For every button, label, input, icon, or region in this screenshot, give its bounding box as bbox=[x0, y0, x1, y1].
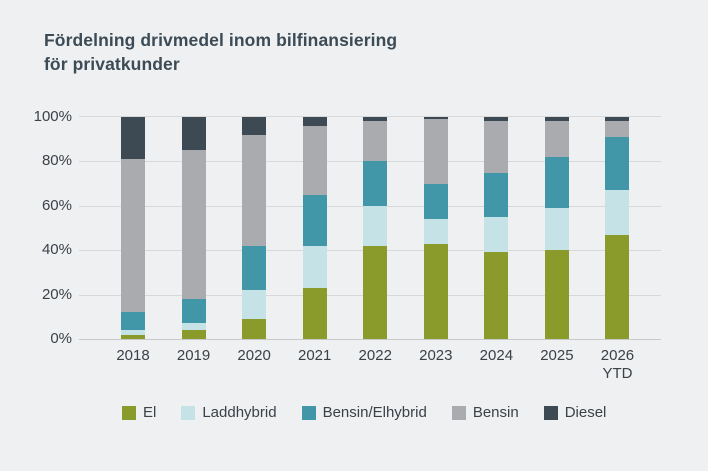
chart-title-line1: Fördelning drivmedel inom bilfinansierin… bbox=[44, 30, 398, 50]
y-tick-label-0: 0% bbox=[50, 330, 72, 347]
legend-swatch-icon bbox=[543, 405, 558, 420]
bar-segment-diesel bbox=[544, 117, 569, 122]
legend-swatch-icon bbox=[181, 405, 196, 420]
legend-label: Bensin bbox=[472, 404, 519, 421]
bar-segment-diesel bbox=[484, 117, 509, 122]
legend-swatch-icon bbox=[301, 405, 316, 420]
bar-segment-bensin bbox=[242, 134, 267, 246]
legend-swatch-icon bbox=[451, 405, 466, 420]
bar-segment-el bbox=[423, 243, 448, 339]
x-axis: 2018 2019 2020 2021 2022 2023 2024 2025 2026 YTD bbox=[79, 347, 661, 387]
bar-segment-diesel bbox=[605, 117, 630, 122]
legend: El Laddhybrid Bensin/Elhybrid Bensin Diesel bbox=[122, 404, 606, 421]
bar-segment-laddhybrid bbox=[181, 323, 206, 331]
bar-2018 bbox=[121, 117, 145, 339]
bar-2020 bbox=[242, 117, 267, 339]
bar-segment-el bbox=[181, 330, 206, 339]
bar-segment-bensin-elhybrid bbox=[605, 137, 630, 191]
bar-segment-el bbox=[302, 287, 327, 339]
bar-2021 bbox=[302, 117, 327, 339]
bar-segment-el bbox=[484, 252, 509, 339]
legend-item-el: El bbox=[122, 404, 156, 421]
x-tick-label-2025: 2025 bbox=[540, 347, 574, 364]
bar-segment-bensin bbox=[302, 125, 327, 195]
bar-segment-laddhybrid bbox=[121, 330, 145, 335]
legend-item-laddhybrid: Laddhybrid bbox=[181, 404, 277, 421]
legend-item-bensin: Bensin bbox=[451, 404, 519, 421]
legend-item-diesel: Diesel bbox=[543, 404, 607, 421]
bar-segment-laddhybrid bbox=[544, 208, 569, 251]
x-tick-label-2024: 2024 bbox=[479, 347, 514, 364]
x-tick-label-2019: 2019 bbox=[176, 347, 211, 364]
bar-segment-diesel bbox=[181, 117, 206, 151]
x-tick-label-2023: 2023 bbox=[419, 347, 453, 364]
bar-segment-bensin bbox=[544, 121, 569, 157]
bar-segment-bensin-elhybrid bbox=[181, 299, 206, 324]
bar-segment-bensin-elhybrid bbox=[544, 156, 569, 209]
bar-2024 bbox=[484, 117, 509, 339]
bar-segment-diesel bbox=[423, 117, 448, 120]
bar-segment-bensin-elhybrid bbox=[121, 312, 145, 331]
bar-segment-bensin-elhybrid bbox=[363, 161, 388, 206]
bar-segment-laddhybrid bbox=[605, 190, 630, 235]
bar-segment-bensin bbox=[363, 121, 388, 162]
y-tick-label-20: 20% bbox=[41, 285, 72, 303]
bar-segment-el bbox=[242, 319, 267, 339]
bar-segment-bensin-elhybrid bbox=[484, 172, 509, 217]
legend-label: El bbox=[143, 404, 157, 421]
plot-area bbox=[79, 116, 661, 340]
bar-segment-laddhybrid bbox=[423, 219, 448, 244]
bar-segment-bensin-elhybrid bbox=[302, 194, 327, 246]
y-tick-label-60: 60% bbox=[41, 196, 72, 214]
bar-segment-bensin-elhybrid bbox=[242, 245, 267, 291]
gridline-100 bbox=[79, 116, 661, 117]
y-axis: 0% 20% 40% 60% 80% 100% bbox=[0, 108, 72, 347]
bar-segment-el bbox=[605, 234, 630, 339]
y-tick-label-100: 100% bbox=[33, 108, 72, 125]
bar-segment-laddhybrid bbox=[242, 290, 267, 320]
bar-segment-diesel bbox=[302, 117, 327, 126]
bar-segment-diesel bbox=[121, 117, 145, 160]
legend-label: Diesel bbox=[564, 404, 607, 421]
bar-segment-diesel bbox=[363, 117, 388, 122]
chart-title: Fördelning drivmedel inom bilfinansierin… bbox=[44, 28, 397, 76]
bar-segment-el bbox=[544, 250, 569, 339]
bar-segment-bensin bbox=[605, 121, 630, 138]
bar-segment-laddhybrid bbox=[363, 205, 388, 246]
bar-segment-bensin bbox=[181, 150, 206, 300]
bar-segment-el bbox=[363, 245, 388, 339]
x-tick-label-2018: 2018 bbox=[116, 347, 150, 364]
bar-2019 bbox=[181, 117, 206, 339]
bar-segment-laddhybrid bbox=[302, 245, 327, 288]
bar-segment-bensin bbox=[423, 119, 448, 184]
x-tick-label-2020: 2020 bbox=[237, 347, 271, 364]
legend-swatch-icon bbox=[122, 405, 136, 420]
bar-segment-bensin-elhybrid bbox=[423, 183, 448, 220]
bar-2026 bbox=[605, 117, 630, 339]
bar-segment-bensin bbox=[121, 159, 145, 313]
chart-title-line2: för privatkunder bbox=[44, 54, 180, 74]
bar-2025 bbox=[544, 117, 569, 339]
bar-segment-bensin bbox=[484, 121, 509, 173]
x-tick-label-2026: 2026 YTD bbox=[600, 347, 635, 382]
gridline-0 bbox=[79, 339, 661, 340]
legend-label: Bensin/Elhybrid bbox=[322, 404, 427, 421]
bar-segment-diesel bbox=[242, 117, 267, 135]
x-tick-label-2021: 2021 bbox=[297, 347, 332, 364]
x-tick-label-2022: 2022 bbox=[358, 347, 392, 364]
bar-2023 bbox=[423, 117, 448, 339]
legend-item-bensin-elhybrid: Bensin/Elhybrid bbox=[301, 404, 427, 421]
bar-2022 bbox=[363, 117, 388, 339]
y-tick-label-80: 80% bbox=[41, 152, 72, 170]
legend-label: Laddhybrid bbox=[202, 404, 277, 421]
bar-segment-el bbox=[121, 334, 145, 339]
bar-segment-laddhybrid bbox=[484, 216, 509, 253]
y-tick-label-40: 40% bbox=[41, 241, 72, 259]
